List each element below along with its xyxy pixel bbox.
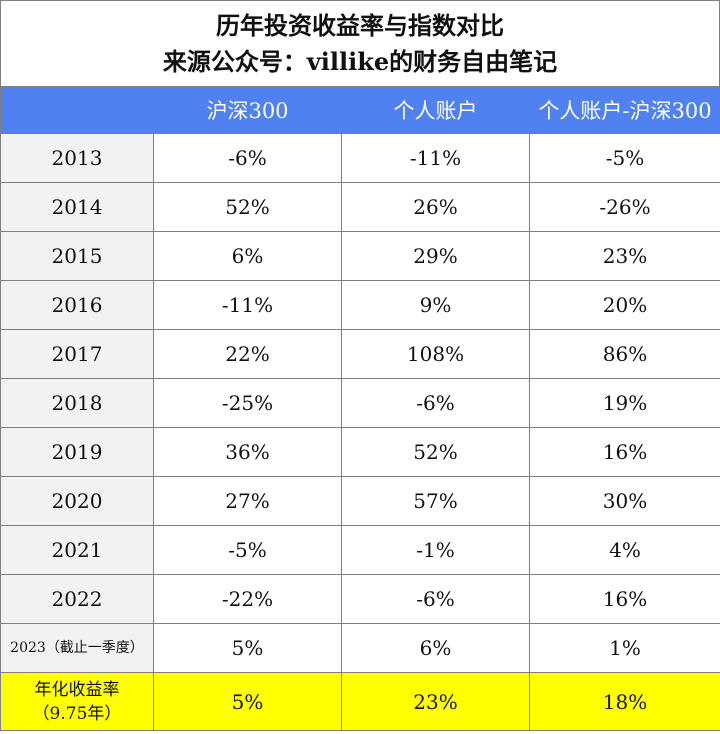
year-cell: 2016 (0, 280, 154, 330)
title-line-2: 来源公众号：villike的财务自由笔记 (162, 46, 558, 76)
diff-cell: 20% (529, 280, 720, 330)
personal-cell: -1% (341, 525, 530, 575)
table-row: 2021 -5% -1% 4% (0, 525, 720, 575)
summary-row: 年化收益率 （9.75年） 5% 23% 18% (0, 672, 720, 731)
year-cell: 2020 (0, 476, 154, 526)
diff-cell: -5% (529, 133, 720, 183)
header-hs300: 沪深300 (153, 86, 342, 134)
table-row: 2020 27% 57% 30% (0, 476, 720, 526)
personal-cell: -11% (341, 133, 530, 183)
table-row: 2018 -25% -6% 19% (0, 378, 720, 428)
personal-cell: 26% (341, 182, 530, 232)
diff-cell: 30% (529, 476, 720, 526)
diff-cell: 16% (529, 574, 720, 624)
personal-cell: 108% (341, 329, 530, 379)
table-row: 2019 36% 52% 16% (0, 427, 720, 477)
title-line-1: 历年投资收益率与指数对比 (216, 10, 504, 40)
header-difference: 个人账户-沪深300 (529, 86, 720, 134)
table-row: 2022 -22% -6% 16% (0, 574, 720, 624)
diff-cell: 19% (529, 378, 720, 428)
summary-period: （9.75年） (32, 703, 122, 724)
hs300-cell: 52% (153, 182, 342, 232)
header-personal-account: 个人账户 (341, 86, 530, 134)
hs300-cell: 27% (153, 476, 342, 526)
hs300-cell: -5% (153, 525, 342, 575)
table-row: 2016 -11% 9% 20% (0, 280, 720, 330)
personal-cell: -6% (341, 574, 530, 624)
table-row: 2015 6% 29% 23% (0, 231, 720, 281)
summary-personal-cell: 23% (341, 672, 530, 731)
table-row: 2014 52% 26% -26% (0, 182, 720, 232)
table-title: 历年投资收益率与指数对比 来源公众号：villike的财务自由笔记 (0, 0, 720, 86)
personal-cell: 52% (341, 427, 530, 477)
year-cell: 2015 (0, 231, 154, 281)
returns-table: 沪深300 个人账户 个人账户-沪深300 2013 -6% -11% -5% … (0, 86, 720, 731)
diff-cell: 4% (529, 525, 720, 575)
year-cell: 2018 (0, 378, 154, 428)
hs300-cell: 36% (153, 427, 342, 477)
table-row: 2017 22% 108% 86% (0, 329, 720, 379)
personal-cell: 9% (341, 280, 530, 330)
header-row: 沪深300 个人账户 个人账户-沪深300 (0, 86, 720, 134)
personal-cell: -6% (341, 378, 530, 428)
year-cell: 2023（截止一季度） (0, 623, 154, 673)
hs300-cell: -11% (153, 280, 342, 330)
summary-label-cell: 年化收益率 （9.75年） (0, 672, 154, 731)
summary-hs300-cell: 5% (153, 672, 342, 731)
diff-cell: -26% (529, 182, 720, 232)
diff-cell: 23% (529, 231, 720, 281)
table-row: 2013 -6% -11% -5% (0, 133, 720, 183)
year-cell: 2017 (0, 329, 154, 379)
personal-cell: 6% (341, 623, 530, 673)
summary-diff-cell: 18% (529, 672, 720, 731)
diff-cell: 1% (529, 623, 720, 673)
hs300-cell: -6% (153, 133, 342, 183)
header-corner-cell (0, 86, 154, 134)
hs300-cell: 22% (153, 329, 342, 379)
year-cell: 2013 (0, 133, 154, 183)
diff-cell: 86% (529, 329, 720, 379)
year-cell: 2022 (0, 574, 154, 624)
personal-cell: 29% (341, 231, 530, 281)
year-cell: 2014 (0, 182, 154, 232)
summary-label: 年化收益率 (34, 679, 120, 700)
table-row: 2023（截止一季度） 5% 6% 1% (0, 623, 720, 673)
hs300-cell: 5% (153, 623, 342, 673)
year-cell: 2019 (0, 427, 154, 477)
year-cell: 2021 (0, 525, 154, 575)
hs300-cell: -25% (153, 378, 342, 428)
diff-cell: 16% (529, 427, 720, 477)
hs300-cell: 6% (153, 231, 342, 281)
personal-cell: 57% (341, 476, 530, 526)
hs300-cell: -22% (153, 574, 342, 624)
